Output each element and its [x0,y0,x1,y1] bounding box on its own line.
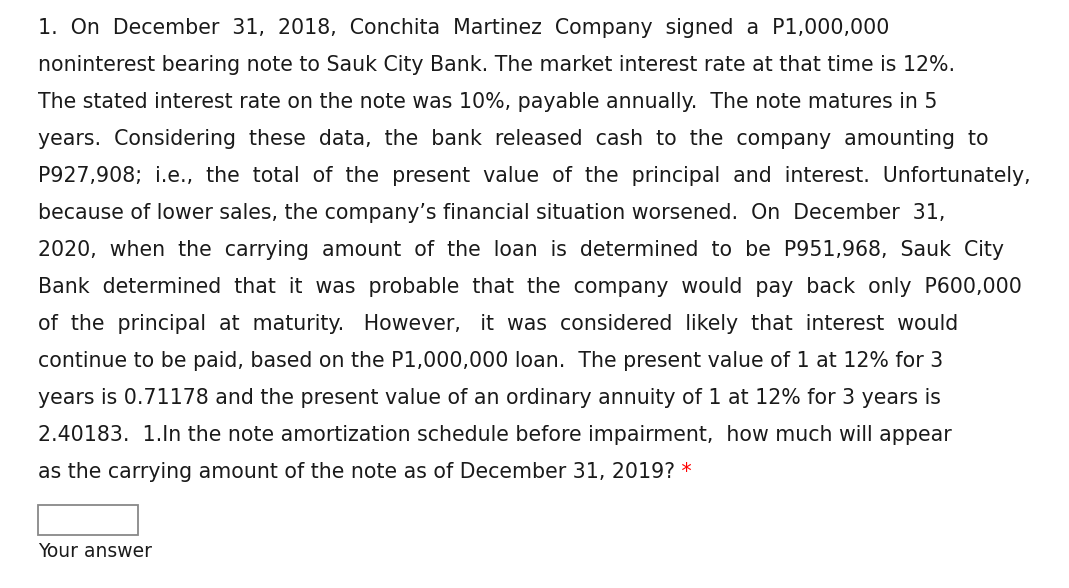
Text: of  the  principal  at  maturity.   However,   it  was  considered  likely  that: of the principal at maturity. However, i… [38,314,958,334]
Text: continue to be paid, based on the P1,000,000 loan.  The present value of 1 at 12: continue to be paid, based on the P1,000… [38,351,943,371]
Text: 1.  On  December  31,  2018,  Conchita  Martinez  Company  signed  a  P1,000,000: 1. On December 31, 2018, Conchita Martin… [38,18,889,38]
Text: The stated interest rate on the note was 10%, payable annually.  The note mature: The stated interest rate on the note was… [38,92,938,112]
Text: P927,908;  i.e.,  the  total  of  the  present  value  of  the  principal  and  : P927,908; i.e., the total of the present… [38,166,1031,186]
Text: noninterest bearing note to Sauk City Bank. The market interest rate at that tim: noninterest bearing note to Sauk City Ba… [38,55,955,75]
Text: because of lower sales, the company’s financial situation worsened.  On  Decembe: because of lower sales, the company’s fi… [38,203,945,223]
Text: Bank  determined  that  it  was  probable  that  the  company  would  pay  back : Bank determined that it was probable tha… [38,277,1022,297]
Text: years.  Considering  these  data,  the  bank  released  cash  to  the  company  : years. Considering these data, the bank … [38,129,989,149]
Text: 2020,  when  the  carrying  amount  of  the  loan  is  determined  to  be  P951,: 2020, when the carrying amount of the lo… [38,240,1004,260]
Text: years is 0.71178 and the present value of an ordinary annuity of 1 at 12% for 3 : years is 0.71178 and the present value o… [38,388,941,408]
Text: 2.40183.  1.In the note amortization schedule before impairment,  how much will : 2.40183. 1.In the note amortization sche… [38,425,951,445]
Text: *: * [675,462,692,482]
Bar [38,505,138,535]
Text: as the carrying amount of the note as of December 31, 2019?: as the carrying amount of the note as of… [38,462,675,482]
Text: Your answer: Your answer [38,542,152,561]
